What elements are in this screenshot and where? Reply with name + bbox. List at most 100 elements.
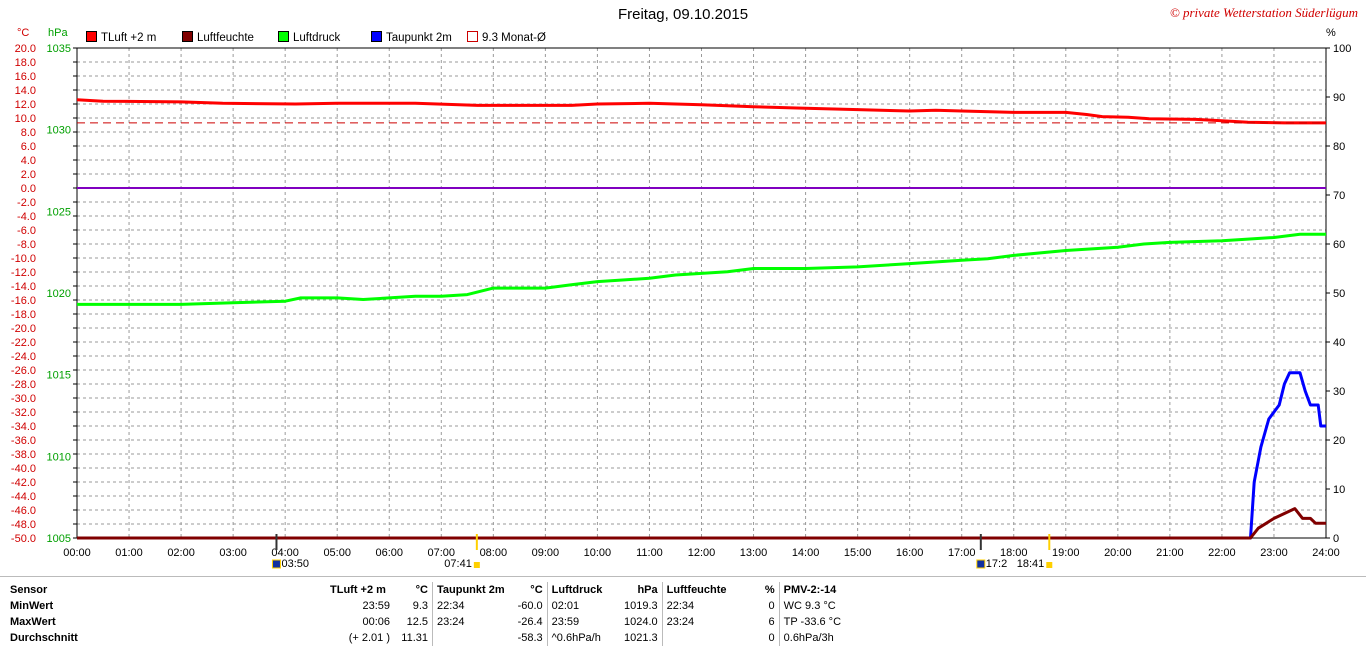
- stats-cell: 0.6hPa/3h: [778, 630, 888, 646]
- hpa-tick-label: 1005: [47, 533, 71, 545]
- copyright-text: © private Wetterstation Süderlügum: [1169, 5, 1358, 20]
- celsius-tick-label: 18.0: [15, 57, 36, 69]
- legend-item-tluft: TLuft +2 m: [86, 31, 156, 44]
- celsius-tick-label: -20.0: [11, 323, 36, 335]
- x-tick-label: 23:00: [1260, 547, 1288, 559]
- legend-swatch: [278, 31, 289, 42]
- x-tick-label: 08:00: [480, 547, 508, 559]
- stats-row-label: MaxWert: [10, 616, 56, 628]
- marker-label: 03:50: [281, 558, 309, 570]
- stats-cell: -60.0: [517, 600, 543, 612]
- stats-cell: 22:34: [431, 598, 509, 614]
- celsius-tick-label: -24.0: [11, 351, 36, 363]
- stats-cell: 9.3: [412, 600, 428, 612]
- celsius-tick-label: 10.0: [15, 113, 36, 125]
- stats-cell: WC 9.3 °C: [778, 598, 888, 614]
- x-tick-label: 24:00: [1312, 547, 1340, 559]
- x-tick-label: 22:00: [1208, 547, 1236, 559]
- legend-item-luftdruck: Luftdruck: [278, 31, 340, 44]
- stats-cell: 0: [768, 632, 775, 644]
- x-tick-label: 16:00: [896, 547, 924, 559]
- percent-tick-label: 50: [1333, 288, 1345, 300]
- stats-cell: 23:59: [546, 614, 614, 630]
- x-tick-label: 20:00: [1104, 547, 1132, 559]
- stats-header-luftdruck-unit: hPa: [637, 584, 658, 596]
- celsius-tick-label: -14.0: [11, 281, 36, 293]
- percent-tick-label: 70: [1333, 190, 1345, 202]
- x-tick-label: 11:00: [636, 547, 663, 559]
- stats-frame: [0, 576, 1366, 650]
- x-tick-label: 01:00: [115, 547, 143, 559]
- hpa-tick-label: 1030: [47, 125, 71, 137]
- x-tick-label: 04:00: [271, 547, 299, 559]
- celsius-tick-label: 4.0: [21, 155, 36, 167]
- sun-down-icon: [1046, 562, 1053, 568]
- x-tick-label: 19:00: [1052, 547, 1080, 559]
- celsius-unit-label: °C: [17, 27, 30, 39]
- stats-header-luftfeuchte-unit: %: [764, 584, 775, 596]
- stats-row-label: Durchschnitt: [10, 632, 78, 644]
- legend-label: TLuft +2 m: [101, 32, 157, 44]
- celsius-tick-label: -26.0: [11, 365, 36, 377]
- x-tick-label: 18:00: [1000, 547, 1028, 559]
- celsius-tick-label: 20.0: [15, 43, 36, 55]
- x-tick-label: 03:00: [219, 547, 247, 559]
- chart-title: Freitag, 09.10.2015: [617, 6, 749, 23]
- x-tick-label: 09:00: [532, 547, 560, 559]
- celsius-tick-label: -46.0: [11, 505, 36, 517]
- celsius-tick-label: -42.0: [11, 477, 36, 489]
- stats-header-taupunkt: Taupunkt 2m: [431, 582, 509, 598]
- celsius-tick-label: -44.0: [11, 491, 36, 503]
- x-tick-label: 21:00: [1156, 547, 1184, 559]
- legend-item-monat: 9.3 Monat-Ø: [467, 31, 546, 44]
- series-line-taupunkt-2m: [77, 371, 1326, 540]
- stats-cell: 23:24: [661, 614, 741, 630]
- celsius-tick-label: -6.0: [17, 225, 36, 237]
- celsius-tick-label: -32.0: [11, 407, 36, 419]
- stats-table: Sensor TLuft +2 m °C Taupunkt 2m °C Luft…: [6, 582, 888, 646]
- sun-up-icon: [473, 562, 480, 568]
- x-tick-label: 02:00: [167, 547, 195, 559]
- stats-cell: ^0.6hPa/h: [546, 630, 614, 646]
- series-line-luftfeuchte: [77, 507, 1326, 540]
- legend-swatch: [467, 31, 478, 42]
- x-tick-label: 10:00: [584, 547, 612, 559]
- celsius-tick-label: -12.0: [11, 267, 36, 279]
- legend-label: Taupunkt 2m: [386, 32, 452, 44]
- percent-tick-label: 100: [1333, 43, 1351, 55]
- x-tick-label: 14:00: [792, 547, 820, 559]
- percent-tick-label: 10: [1333, 484, 1345, 496]
- stats-spacer: [88, 598, 326, 614]
- celsius-tick-label: 16.0: [15, 71, 36, 83]
- stats-cell: 6: [768, 616, 775, 628]
- stats-cell: 1019.3: [623, 600, 658, 612]
- sunrise-icon: [271, 559, 281, 569]
- x-tick-label: 06:00: [375, 547, 403, 559]
- stats-cell: 0: [768, 600, 775, 612]
- percent-tick-label: 90: [1333, 92, 1345, 104]
- x-tick-label: 12:00: [688, 547, 716, 559]
- weather-chart: 20.0 18.0 16.0 14.0 12.0 10.0 8.0 6.0 4.0 2.0 0.0 -…: [11, 43, 1351, 570]
- stats-cell: 11.31: [401, 632, 428, 644]
- celsius-tick-label: -38.0: [11, 449, 36, 461]
- stats-cell: 12.5: [406, 616, 428, 628]
- stats-spacer: [88, 630, 326, 646]
- stats-cell: -26.4: [517, 616, 543, 628]
- stats-header-pmv: PMV-2:-14: [778, 582, 888, 598]
- percent-tick-label: 20: [1333, 435, 1345, 447]
- stats-cell: -58.3: [517, 632, 543, 644]
- percent-tick-label: 80: [1333, 141, 1345, 153]
- x-tick-label: 05:00: [323, 547, 351, 559]
- celsius-tick-label: 12.0: [15, 99, 36, 111]
- hpa-tick-label: 1015: [47, 370, 71, 382]
- legend-label: 9.3 Monat-Ø: [482, 32, 546, 44]
- celsius-tick-label: -18.0: [11, 309, 36, 321]
- hpa-tick-label: 1035: [47, 43, 71, 55]
- series-line-luftdruck: [77, 232, 1326, 306]
- stats-cell: [661, 630, 741, 646]
- percent-tick-label: 30: [1333, 386, 1345, 398]
- stats-spacer: [88, 614, 326, 630]
- hpa-tick-label: 1025: [47, 206, 71, 218]
- legend-item-luftfeuchte: Luftfeuchte: [182, 31, 254, 44]
- marker-label: 07:41: [444, 558, 472, 570]
